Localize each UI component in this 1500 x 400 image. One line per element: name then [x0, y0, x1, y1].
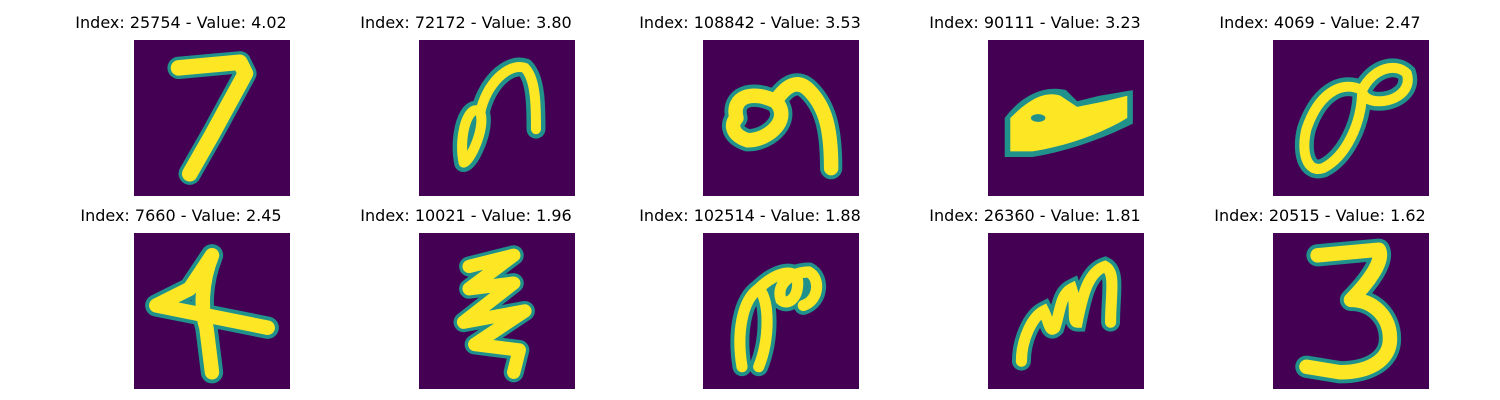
digit-image [1273, 40, 1429, 196]
digit-image [703, 40, 859, 196]
panel-caption: Index: 72172 - Value: 3.80 [360, 13, 572, 32]
digit-panel-5: Index: 4069 - Value: 2.47 [1170, 3, 1470, 196]
panel-caption: Index: 10021 - Value: 1.96 [360, 206, 572, 225]
digit-panel-10: Index: 20515 - Value: 1.62 [1170, 196, 1470, 389]
panel-caption: Index: 26360 - Value: 1.81 [929, 206, 1141, 225]
digit-image [134, 233, 290, 389]
digit-panel-3: Index: 108842 - Value: 3.53 [600, 3, 900, 196]
digit-panel-2: Index: 72172 - Value: 3.80 [316, 3, 616, 196]
digit-image [703, 233, 859, 389]
panel-caption: Index: 108842 - Value: 3.53 [639, 13, 861, 32]
digit-panel-7: Index: 10021 - Value: 1.96 [316, 196, 616, 389]
digit-image [134, 40, 290, 196]
panel-caption: Index: 4069 - Value: 2.47 [1219, 13, 1421, 32]
panel-caption: Index: 20515 - Value: 1.62 [1214, 206, 1426, 225]
digit-image [988, 40, 1144, 196]
digit-panel-1: Index: 25754 - Value: 4.02 [31, 3, 331, 196]
digit-panel-6: Index: 7660 - Value: 2.45 [31, 196, 331, 389]
panel-caption: Index: 7660 - Value: 2.45 [80, 206, 282, 225]
panel-caption: Index: 102514 - Value: 1.88 [639, 206, 861, 225]
digit-image [988, 233, 1144, 389]
digit-panel-4: Index: 90111 - Value: 3.23 [885, 3, 1185, 196]
digit-image [1273, 233, 1429, 389]
digit-panel-8: Index: 102514 - Value: 1.88 [600, 196, 900, 389]
digit-panel-9: Index: 26360 - Value: 1.81 [885, 196, 1185, 389]
digit-image [419, 233, 575, 389]
panel-caption: Index: 90111 - Value: 3.23 [929, 13, 1141, 32]
panel-caption: Index: 25754 - Value: 4.02 [75, 13, 287, 32]
digit-image [419, 40, 575, 196]
